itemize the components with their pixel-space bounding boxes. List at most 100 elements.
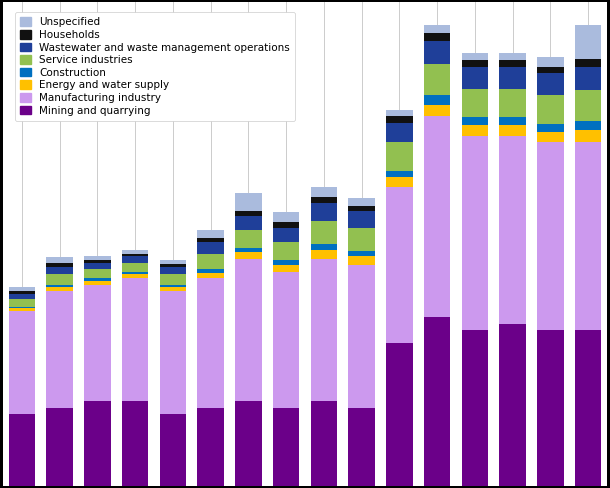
Legend: Unspecified, Households, Wastewater and waste management operations, Service ind: Unspecified, Households, Wastewater and … xyxy=(15,12,295,121)
Bar xyxy=(84,260,110,263)
Bar xyxy=(122,278,148,401)
Bar xyxy=(348,227,375,251)
Bar xyxy=(500,136,526,324)
Bar xyxy=(235,216,262,230)
Bar xyxy=(84,401,110,486)
Bar xyxy=(84,269,110,278)
Bar xyxy=(9,310,35,414)
Bar xyxy=(273,265,300,272)
Bar xyxy=(160,266,186,274)
Bar xyxy=(537,67,564,73)
Bar xyxy=(348,265,375,408)
Bar xyxy=(198,273,224,278)
Bar xyxy=(46,274,73,285)
Bar xyxy=(273,223,300,227)
Bar xyxy=(198,408,224,486)
Bar xyxy=(160,260,186,264)
Bar xyxy=(273,212,300,223)
Bar xyxy=(122,254,148,256)
Bar xyxy=(462,89,488,118)
Bar xyxy=(500,324,526,486)
Bar xyxy=(386,122,412,142)
Bar xyxy=(424,104,450,116)
Bar xyxy=(46,287,73,291)
Bar xyxy=(235,259,262,401)
Bar xyxy=(537,132,564,142)
Bar xyxy=(122,256,148,263)
Bar xyxy=(462,125,488,136)
Bar xyxy=(424,25,450,33)
Bar xyxy=(386,142,412,171)
Bar xyxy=(575,142,601,330)
Bar xyxy=(575,25,601,59)
Bar xyxy=(537,124,564,132)
Bar xyxy=(160,414,186,486)
Bar xyxy=(84,263,110,269)
Bar xyxy=(273,272,300,408)
Bar xyxy=(575,130,601,142)
Bar xyxy=(46,291,73,408)
Bar xyxy=(424,116,450,317)
Bar xyxy=(9,294,35,299)
Bar xyxy=(160,291,186,414)
Bar xyxy=(46,258,73,263)
Bar xyxy=(235,252,262,259)
Bar xyxy=(386,116,412,122)
Bar xyxy=(310,244,337,250)
Bar xyxy=(160,274,186,285)
Bar xyxy=(462,136,488,330)
Bar xyxy=(348,205,375,211)
Bar xyxy=(9,414,35,486)
Bar xyxy=(235,248,262,252)
Bar xyxy=(198,230,224,238)
Bar xyxy=(273,408,300,486)
Bar xyxy=(537,330,564,486)
Bar xyxy=(84,256,110,260)
Bar xyxy=(575,67,601,90)
Bar xyxy=(84,285,110,401)
Bar xyxy=(575,330,601,486)
Bar xyxy=(386,171,412,177)
Bar xyxy=(46,285,73,287)
Bar xyxy=(198,254,224,269)
Bar xyxy=(462,330,488,486)
Bar xyxy=(310,221,337,244)
Bar xyxy=(310,203,337,221)
Bar xyxy=(235,230,262,248)
Bar xyxy=(9,299,35,306)
Bar xyxy=(386,110,412,116)
Bar xyxy=(9,291,35,294)
Bar xyxy=(348,211,375,227)
Bar xyxy=(462,61,488,67)
Bar xyxy=(160,285,186,287)
Bar xyxy=(386,187,412,343)
Bar xyxy=(310,187,337,197)
Bar xyxy=(122,250,148,254)
Bar xyxy=(537,96,564,124)
Bar xyxy=(348,408,375,486)
Bar xyxy=(235,401,262,486)
Bar xyxy=(198,242,224,254)
Bar xyxy=(122,401,148,486)
Bar xyxy=(198,278,224,408)
Bar xyxy=(575,122,601,130)
Bar xyxy=(348,251,375,256)
Bar xyxy=(9,287,35,291)
Bar xyxy=(235,211,262,216)
Bar xyxy=(122,263,148,272)
Bar xyxy=(198,269,224,273)
Bar xyxy=(424,96,450,104)
Bar xyxy=(500,118,526,125)
Bar xyxy=(9,308,35,310)
Bar xyxy=(575,59,601,67)
Bar xyxy=(46,263,73,266)
Bar xyxy=(310,250,337,259)
Bar xyxy=(310,197,337,203)
Bar xyxy=(500,89,526,118)
Bar xyxy=(500,61,526,67)
Bar xyxy=(462,118,488,125)
Bar xyxy=(198,238,224,242)
Bar xyxy=(424,33,450,41)
Bar xyxy=(122,272,148,274)
Bar xyxy=(348,198,375,205)
